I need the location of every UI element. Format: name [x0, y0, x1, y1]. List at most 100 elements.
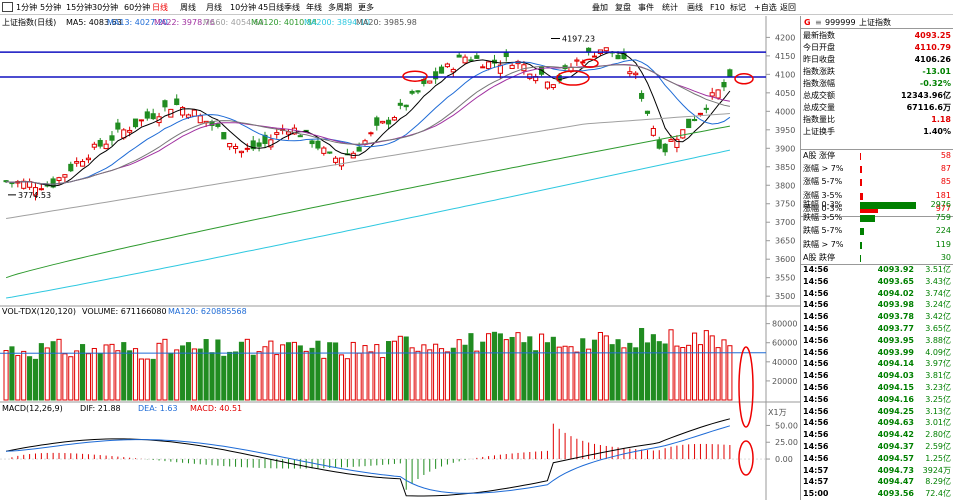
volume-bar	[45, 348, 49, 400]
volume-bar	[175, 350, 179, 400]
period-tab-4[interactable]: 60分钟	[124, 1, 150, 14]
kline-chart-svg[interactable]: 4200415041004050400039503900385038003750…	[0, 16, 800, 500]
period-tab-7[interactable]: 月线	[206, 1, 222, 14]
volume-bar	[328, 343, 332, 400]
volume-bar	[563, 346, 567, 400]
toolbar-right-6[interactable]: 标记	[730, 1, 746, 14]
breadth-label: 涨幅 5-7%	[803, 176, 842, 188]
volume-bar	[404, 337, 408, 400]
toolbar-right-2[interactable]: 事件	[638, 1, 654, 14]
volume-bar	[75, 351, 79, 400]
candle-body	[339, 158, 343, 166]
volume-bar	[57, 339, 61, 400]
tick-volume: 4.09亿	[925, 347, 951, 359]
dif-line	[6, 419, 730, 496]
breadth-label: 涨幅 > 7%	[803, 163, 843, 175]
volume-bar	[263, 347, 267, 400]
toolbar-right-1[interactable]: 复盘	[615, 1, 631, 14]
toolbar-right-0[interactable]: 叠加	[592, 1, 608, 14]
tick-price: 4093.78	[858, 311, 914, 323]
period-tab-2[interactable]: 15分钟	[66, 1, 92, 14]
period-tab-13[interactable]: 更多	[358, 1, 374, 14]
volume-bar	[693, 333, 697, 400]
ma22-line	[6, 65, 730, 185]
volume-bar	[428, 350, 432, 400]
quote-value: 4106.26	[915, 54, 951, 66]
period-tab-12[interactable]: 多周期	[328, 1, 352, 14]
breadth-row: 跌幅 0-3%2976	[801, 199, 953, 211]
volume-bar	[310, 348, 314, 400]
period-tab-0[interactable]: 1分钟	[16, 1, 37, 14]
candle-body	[128, 130, 132, 132]
volume-bar	[128, 351, 132, 400]
toolbar-right-5[interactable]: F10	[710, 1, 725, 14]
volume-bar	[351, 342, 355, 400]
candle-body	[257, 143, 261, 146]
volume-bar	[510, 337, 514, 400]
candle-body	[310, 141, 314, 144]
tick-price: 4093.95	[858, 335, 914, 347]
tick-price: 4093.98	[858, 299, 914, 311]
period-tab-3[interactable]: 30分钟	[92, 1, 118, 14]
period-tab-1[interactable]: 5分钟	[40, 1, 61, 14]
volume-bar	[369, 352, 373, 400]
tick-time: 14:56	[803, 382, 828, 394]
period-tab-8[interactable]: 10分钟	[230, 1, 256, 14]
volume-bar	[257, 352, 261, 400]
tick-time: 14:56	[803, 311, 828, 323]
period-tab-11[interactable]: 年线	[306, 1, 322, 14]
breadth-row: 涨幅 5-7%85	[801, 176, 953, 188]
volume-bar	[169, 353, 173, 400]
candle-body	[510, 65, 514, 68]
breadth-value: 58	[941, 150, 951, 162]
volume-bar	[292, 342, 296, 400]
price-axis-label: 3750	[775, 200, 795, 209]
ma20-line	[6, 65, 730, 184]
square-icon[interactable]	[2, 2, 13, 12]
ma-legend-item: MA20: 3985.98	[356, 18, 417, 27]
period-tab-9[interactable]: 45日线	[258, 1, 284, 14]
toolbar-right-8[interactable]: 返回	[780, 1, 796, 14]
toolbar-right-4[interactable]: 画线	[687, 1, 703, 14]
candle-body	[392, 118, 396, 120]
breadth-bar	[860, 255, 861, 262]
volume-bar	[92, 348, 96, 400]
tick-price: 4093.77	[858, 323, 914, 335]
macd-legend-item: DEA: 1.63	[138, 404, 178, 413]
tick-price: 4094.73	[858, 465, 914, 477]
price-axis-label: 3650	[775, 237, 795, 246]
period-tab-6[interactable]: 周线	[180, 1, 196, 14]
volume-bar	[598, 333, 602, 400]
period-tab-5[interactable]: 日线	[152, 1, 168, 14]
menu-icon[interactable]: ≡	[815, 16, 822, 29]
volume-bar	[245, 339, 249, 400]
candle-body	[234, 146, 238, 148]
tick-volume: 2.59亿	[925, 441, 951, 453]
tick-volume: 2.80亿	[925, 429, 951, 441]
price-axis-label: 3950	[775, 126, 795, 135]
toolbar-right-7[interactable]: +自选	[754, 1, 777, 14]
volume-bar	[451, 348, 455, 400]
candle-body	[663, 144, 667, 151]
period-tab-10[interactable]: 季线	[284, 1, 300, 14]
volume-bar	[716, 348, 720, 400]
volume-bar	[651, 335, 655, 400]
candle-body	[634, 73, 638, 74]
breadth-label: 跌幅 > 7%	[803, 239, 843, 251]
volume-bar	[357, 353, 361, 400]
volume-bar	[592, 340, 596, 400]
annotation-ellipse	[557, 71, 589, 85]
volume-bar	[145, 359, 149, 400]
macd-legend-item: MACD: 40.51	[190, 404, 242, 413]
volume-bar	[516, 333, 520, 400]
toolbar-right-3[interactable]: 统计	[662, 1, 678, 14]
volume-bar	[463, 345, 467, 400]
macd-legend-title: MACD(12,26,9)	[2, 404, 63, 413]
candle-body	[145, 112, 149, 118]
volume-bar	[504, 340, 508, 400]
